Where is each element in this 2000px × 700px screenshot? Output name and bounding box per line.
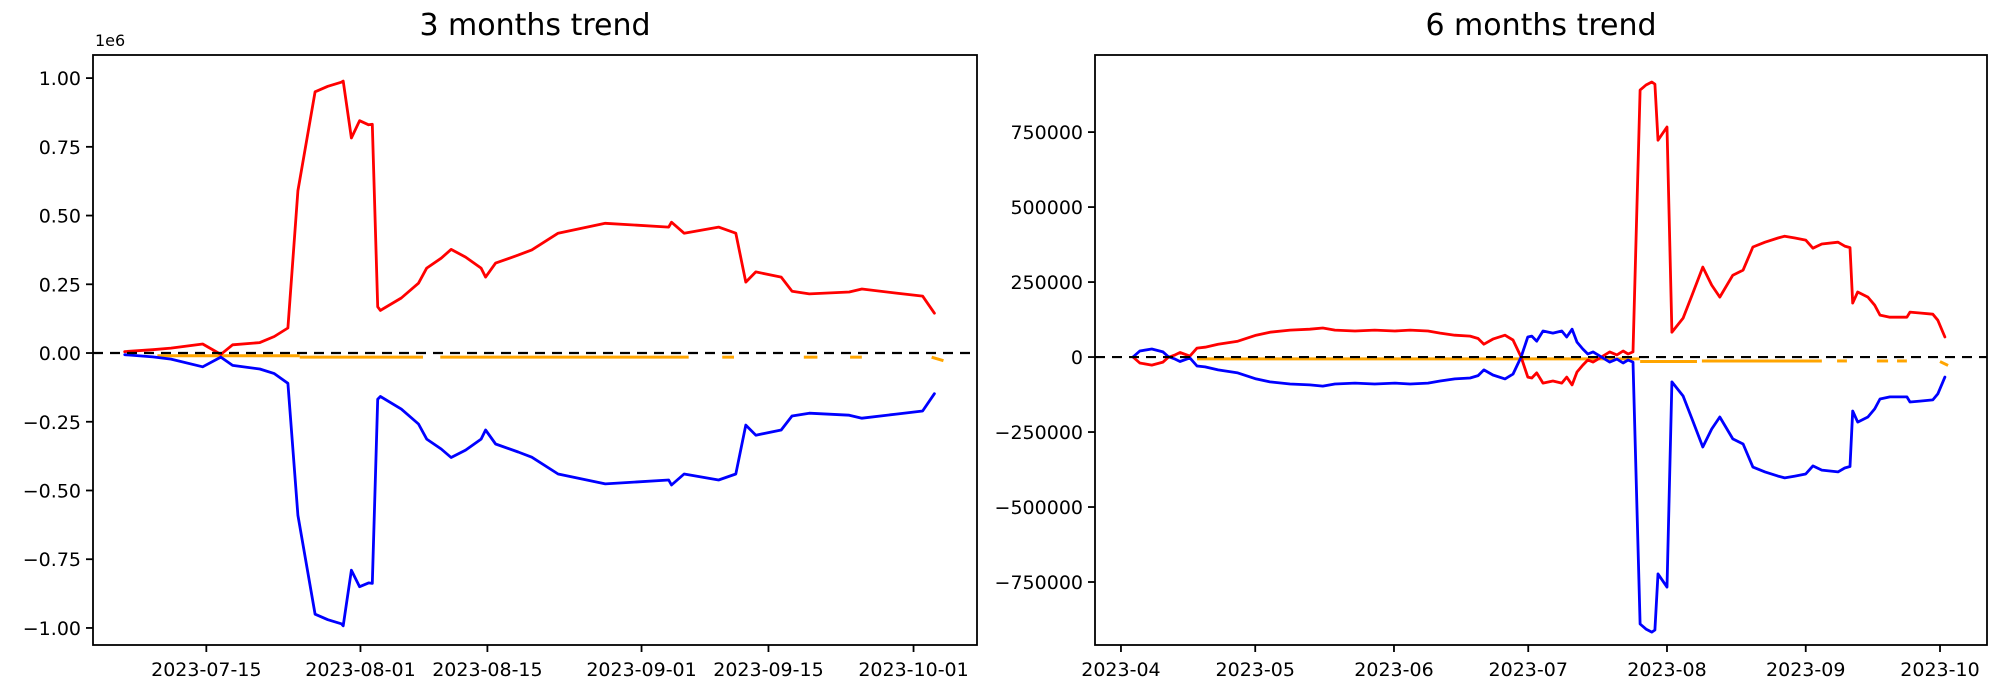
x-tick-label: 2023-07-15 xyxy=(151,659,261,681)
x-tick-label: 2023-08-15 xyxy=(432,659,542,681)
x-tick-label: 2023-09 xyxy=(1766,659,1845,681)
y-tick-label: −0.25 xyxy=(23,412,81,434)
x-tick-label: 2023-04 xyxy=(1081,659,1160,681)
y-tick-label: 500000 xyxy=(1010,197,1083,219)
blue-trend-line xyxy=(1131,327,1947,634)
x-tick-label: 2023-09-15 xyxy=(713,659,823,681)
x-tick-label: 2023-06 xyxy=(1354,659,1433,681)
chart-panel-3-months-trend: 2023-07-15 2023-08-01 2023-08-15 2023-09-01… xyxy=(23,31,978,681)
y-tick-label: −0.75 xyxy=(23,549,81,571)
y-tick-label: 0.50 xyxy=(39,206,81,228)
x-tick-label: 2023-07 xyxy=(1489,659,1568,681)
plot-border xyxy=(1094,54,1988,646)
y-tick-label: −500000 xyxy=(995,497,1083,519)
x-tick-label: 2023-08-01 xyxy=(305,659,415,681)
blue-trend-line xyxy=(123,353,936,628)
chart-panel-6-months-trend: 2023-04 2023-05 2023-06 2023-07 2023-08 2023-… xyxy=(995,54,1988,681)
y-tick-label: −0.50 xyxy=(23,480,81,502)
orange-line-segment xyxy=(931,355,944,363)
y-tick-label: −1.00 xyxy=(23,618,81,640)
x-tick-label: 2023-10 xyxy=(1900,659,1979,681)
y-tick-label: 250000 xyxy=(1010,272,1083,294)
chart-title-6-months: 6 months trend xyxy=(1425,8,1657,43)
x-tick-label: 2023-09-01 xyxy=(586,659,696,681)
chart-title-3-months: 3 months trend xyxy=(419,8,651,43)
x-tick-label: 2023-08 xyxy=(1627,659,1706,681)
x-tick-label: 2023-05 xyxy=(1216,659,1295,681)
plot-border xyxy=(92,54,978,646)
red-trend-line xyxy=(123,79,936,356)
orange-line-segment xyxy=(1939,360,1949,367)
y-tick-label: −750000 xyxy=(995,572,1083,594)
y-tick-label: 0.00 xyxy=(39,343,81,365)
y-tick-label: 1.00 xyxy=(39,68,81,90)
red-trend-line xyxy=(1131,80,1947,387)
y-tick-label: 0.25 xyxy=(39,274,81,296)
y-tick-label: 750000 xyxy=(1010,122,1083,144)
x-tick-label: 2023-10-01 xyxy=(858,659,968,681)
y-tick-label: 0 xyxy=(1071,347,1083,369)
y-tick-label: −250000 xyxy=(995,422,1083,444)
y-tick-label: 0.75 xyxy=(39,137,81,159)
y-axis-offset-label: 1e6 xyxy=(95,31,125,50)
